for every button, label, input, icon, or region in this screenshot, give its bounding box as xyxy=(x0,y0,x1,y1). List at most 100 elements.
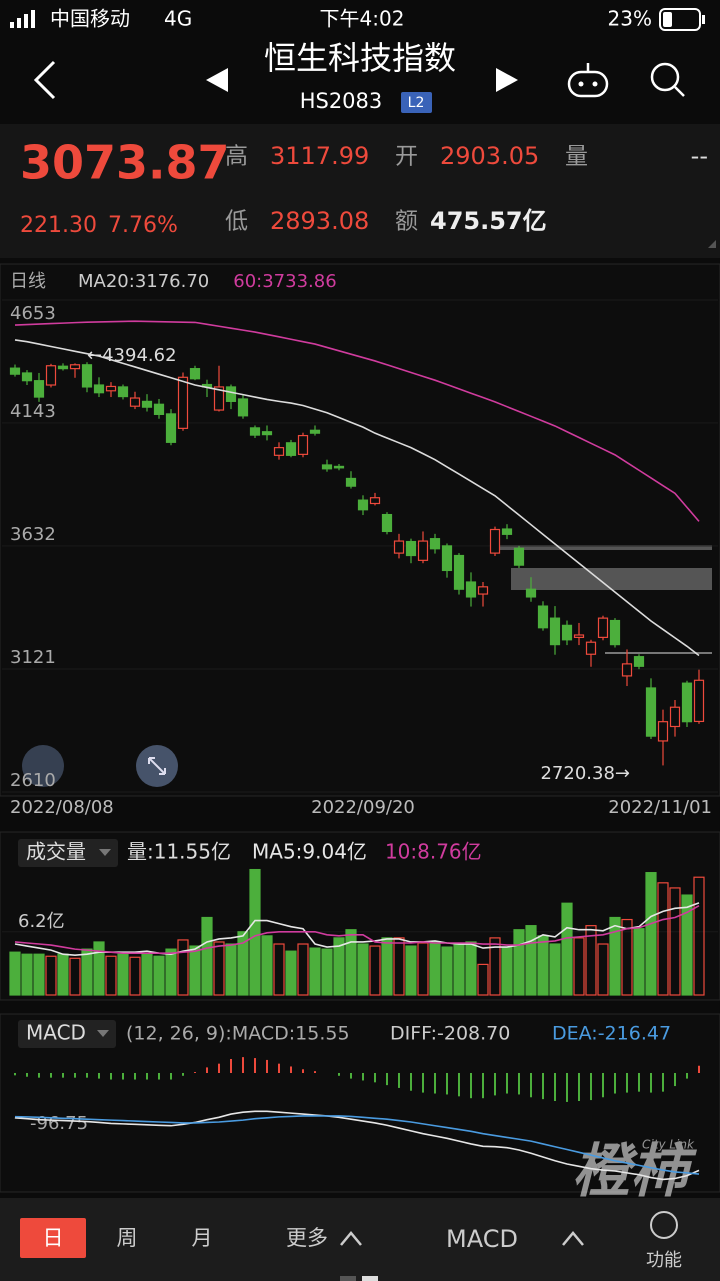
volume-ma-legend: 10:8.76亿 xyxy=(385,840,482,864)
volume-bar xyxy=(645,872,657,996)
volume-bar xyxy=(621,918,633,996)
candle-body xyxy=(21,372,33,382)
candle-body xyxy=(141,400,153,408)
tab-label[interactable]: 日 xyxy=(43,1226,64,1250)
volume-bar xyxy=(585,925,597,996)
ma-line xyxy=(14,902,700,957)
macd-legend: DIFF:-208.70 xyxy=(390,1023,510,1045)
field-label: 低 xyxy=(225,209,248,235)
zoom-buttons xyxy=(22,745,178,787)
price-gaps xyxy=(500,545,712,654)
candle-body xyxy=(57,365,69,370)
tab-day[interactable] xyxy=(20,1218,86,1258)
x-tick-label: 2022/11/01 xyxy=(608,797,712,818)
volume-bar xyxy=(417,942,429,996)
volume-bar xyxy=(405,945,417,996)
volume-bar xyxy=(309,947,321,996)
candle-body xyxy=(681,682,693,723)
field-label: 开 xyxy=(395,144,418,170)
volume-bar xyxy=(393,937,405,996)
volume-bar xyxy=(429,941,441,996)
bottom-bar xyxy=(0,1198,720,1281)
volume-bar xyxy=(453,944,465,996)
volume-bar xyxy=(537,935,549,996)
candle-body xyxy=(249,427,261,436)
candle-body xyxy=(597,617,609,638)
volume-selector[interactable] xyxy=(18,839,118,867)
candle-body xyxy=(285,442,297,456)
volume-bar xyxy=(285,950,297,996)
candle-body xyxy=(93,384,105,394)
x-tick-label: 2022/09/20 xyxy=(311,797,415,818)
function-label[interactable]: 功能 xyxy=(646,1250,682,1271)
tab-label[interactable]: 周 xyxy=(117,1226,138,1250)
mode-button[interactable] xyxy=(22,745,64,787)
volume-bar xyxy=(249,868,261,996)
volume-bar xyxy=(633,928,645,996)
ma-line xyxy=(14,320,700,522)
nav-bar: 恒生科技指数 HS2083 L2 xyxy=(33,39,685,113)
robot-button[interactable] xyxy=(567,63,609,98)
candle-body xyxy=(213,386,225,411)
volume-bar xyxy=(141,953,153,996)
candle-body xyxy=(417,540,429,561)
candle-body xyxy=(225,386,237,402)
volume-bar xyxy=(165,948,177,996)
y-tick-label: 6.2亿 xyxy=(18,911,65,932)
x-tick-label: 2022/08/08 xyxy=(10,797,114,818)
field-label: 额 xyxy=(395,209,418,235)
change: 221.30 xyxy=(20,213,97,238)
index-title: 恒生科技指数 xyxy=(264,39,456,77)
volume-bar xyxy=(189,945,201,996)
macd-legend: DEA:-216.47 xyxy=(552,1023,671,1045)
ma-legend: MA20:3176.70 xyxy=(78,271,209,292)
function-icon[interactable] xyxy=(650,1211,678,1239)
volume-bar xyxy=(573,937,585,996)
volume-bar xyxy=(225,943,237,996)
volume-bar xyxy=(21,953,33,996)
field-value: 475.57亿 xyxy=(430,207,547,235)
volume-bar xyxy=(501,946,513,996)
candle-body xyxy=(513,547,525,566)
candle-body xyxy=(381,513,393,533)
candle-body xyxy=(669,706,681,728)
volume-bar xyxy=(465,941,477,996)
volume-bar xyxy=(357,943,369,996)
candle-body xyxy=(657,721,669,742)
carrier: 中国移动 xyxy=(50,7,130,31)
field-value: 2893.08 xyxy=(270,207,369,235)
volume-bar xyxy=(681,894,693,996)
volume-bar xyxy=(9,951,21,996)
level-badge: L2 xyxy=(408,95,425,111)
tab-label[interactable]: 月 xyxy=(192,1226,213,1250)
change-pct: 7.76% xyxy=(108,213,178,238)
field-label: 高 xyxy=(225,144,248,170)
candle-body xyxy=(345,477,357,487)
next-button[interactable] xyxy=(496,68,518,92)
candle-body xyxy=(525,588,537,598)
field-value: 3117.99 xyxy=(270,142,369,170)
volume-bar xyxy=(201,916,213,996)
search-button[interactable] xyxy=(650,62,685,97)
volume-bar xyxy=(333,937,345,996)
macd-selector[interactable] xyxy=(18,1020,116,1048)
volume-bar xyxy=(117,953,129,996)
prev-button[interactable] xyxy=(206,68,228,92)
watermark-text: 橙柿 xyxy=(572,1137,698,1205)
period-label: 日线 xyxy=(10,271,46,292)
volume-bar xyxy=(477,963,489,996)
watermark-brand: City Link xyxy=(642,1138,695,1152)
field-label: 量 xyxy=(565,144,588,170)
field-value: -- xyxy=(691,142,708,170)
indicator-tab[interactable]: MACD xyxy=(446,1225,518,1253)
candle-body xyxy=(321,464,333,470)
volume-ma-legend: MA5:9.04亿 xyxy=(252,840,367,864)
volume-bar xyxy=(69,957,81,996)
back-button[interactable] xyxy=(33,60,56,100)
volume-bar xyxy=(381,937,393,996)
tab-label[interactable]: 更多 xyxy=(286,1226,328,1250)
candle-body xyxy=(633,656,645,667)
battery-level: 23% xyxy=(608,7,652,31)
volume-bar xyxy=(321,948,333,996)
